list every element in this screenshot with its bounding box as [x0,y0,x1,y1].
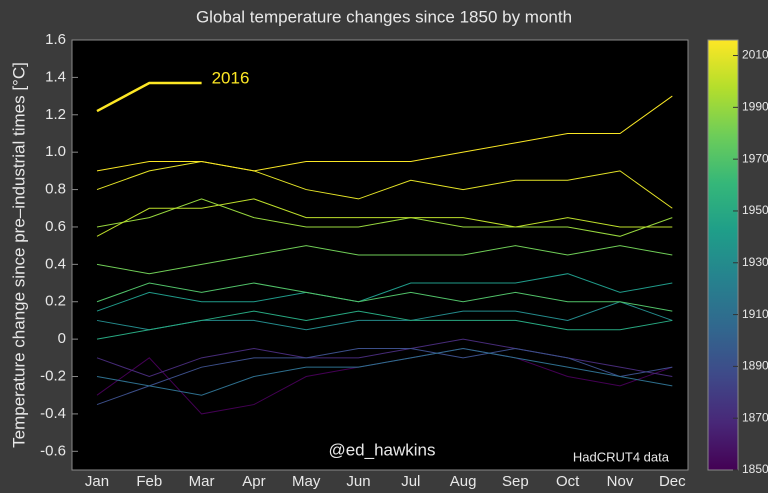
author-note: @ed_hawkins [328,440,435,459]
y-tick-label: 1.6 [45,31,66,48]
series-line [96,81,202,113]
x-tick-label: Sep [502,473,529,490]
colorbar [707,39,739,471]
y-tick-label: 1.0 [45,143,66,160]
y-tick-label: 0 [58,330,66,347]
series-line [96,282,673,312]
series-line [96,198,673,237]
x-tick-label: Feb [136,473,162,490]
source-note: HadCRUT4 data [573,449,670,464]
y-tick-label: 0.2 [45,293,66,310]
series-line [96,161,673,209]
colorbar-tick-label: 1910 [742,307,768,321]
colorbar-tick-label: 1890 [742,359,768,373]
colorbar-tick-label: 1970 [742,151,768,165]
series-line [96,310,673,340]
x-tick-label: Jun [346,473,370,490]
x-tick-label: Mar [189,473,215,490]
colorbar-tick-label: 1930 [742,255,768,269]
x-tick-label: Jan [85,473,109,490]
series-line [96,347,673,406]
y-tick-label: 1.2 [45,106,66,123]
colorbar-tick-label: 1950 [742,203,768,217]
x-tick-label: Aug [450,473,477,490]
colorbar-tick-label: 2010 [742,48,768,62]
y-axis-label: Temperature change since pre–industrial … [9,62,28,448]
x-tick-label: Nov [607,473,634,490]
series-line [96,95,673,172]
series-line [96,198,673,237]
y-tick-label: 0.6 [45,218,66,235]
x-tick-label: Dec [659,473,686,490]
y-tick-label: 0.8 [45,181,66,198]
y-tick-label: -0.4 [40,405,66,422]
y-tick-label: 1.4 [45,68,66,85]
x-tick-label: Oct [556,473,580,490]
x-tick-label: Jul [401,473,420,490]
series-line [96,347,673,396]
colorbar-tick-label: 1870 [742,410,768,424]
series-line [96,338,673,378]
y-tick-label: -0.2 [40,367,66,384]
series-line [96,245,673,275]
colorbar-tick-label: 1990 [742,100,768,114]
colorbar-tick-label: 1850 [742,462,768,476]
y-tick-label: -0.6 [40,442,66,459]
series-label: 2016 [212,68,250,87]
chart-title: Global temperature changes since 1850 by… [196,7,572,26]
x-tick-label: Apr [242,473,265,490]
y-tick-label: 0.4 [45,255,66,272]
x-tick-label: May [292,473,321,490]
series-line [96,273,673,312]
